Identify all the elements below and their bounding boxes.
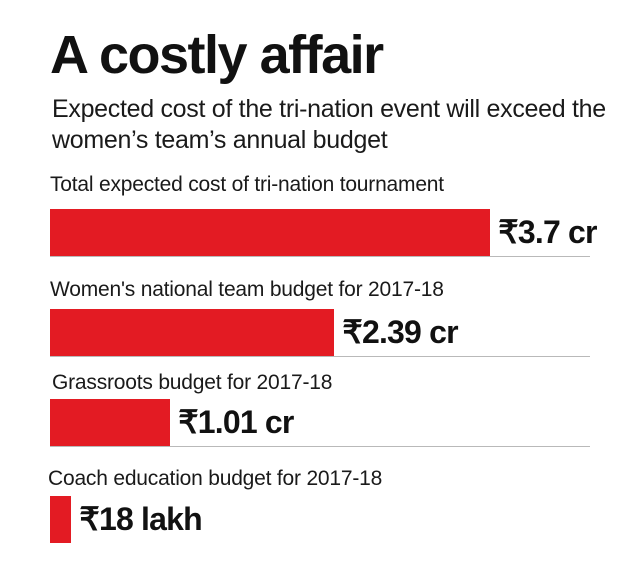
chart-title: A costly affair (50, 25, 384, 85)
bar (50, 309, 335, 356)
category-label: Total expected cost of tri-nation tourna… (50, 173, 444, 196)
bar (50, 399, 171, 446)
category-label: Grassroots budget for 2017-18 (52, 371, 333, 394)
bar (50, 209, 491, 256)
category-label: Women's national team budget for 2017-18 (50, 278, 444, 301)
data-label: ₹2.39 cr (342, 314, 458, 350)
data-label: ₹3.7 cr (498, 214, 597, 250)
chart-subtitle: Expected cost of the tri-nation event wi… (52, 95, 606, 154)
row-divider (50, 356, 590, 357)
data-label: ₹18 lakh (79, 501, 202, 537)
data-label: ₹1.01 cr (178, 404, 294, 440)
bar (50, 496, 72, 543)
category-label: Coach education budget for 2017-18 (48, 467, 383, 490)
row-divider (50, 446, 590, 447)
row-divider (50, 256, 590, 257)
